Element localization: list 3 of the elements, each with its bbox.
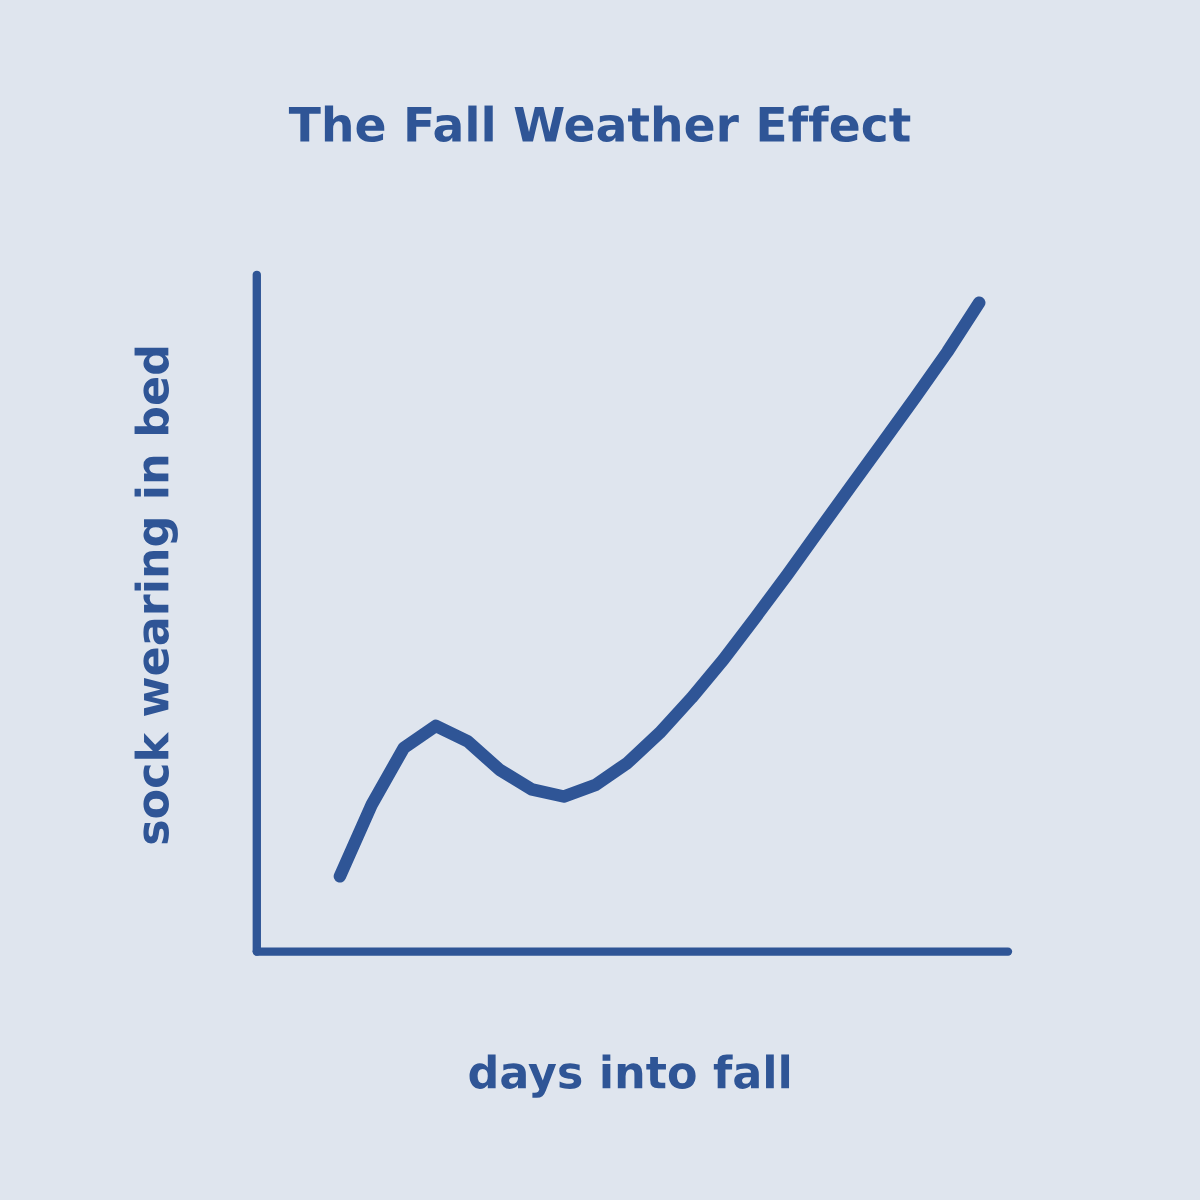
chart-title: The Fall Weather Effect	[288, 105, 911, 143]
y-axis-title: sock wearing in bed	[134, 347, 178, 844]
x-axis-title: days into fall	[469, 1054, 790, 1098]
